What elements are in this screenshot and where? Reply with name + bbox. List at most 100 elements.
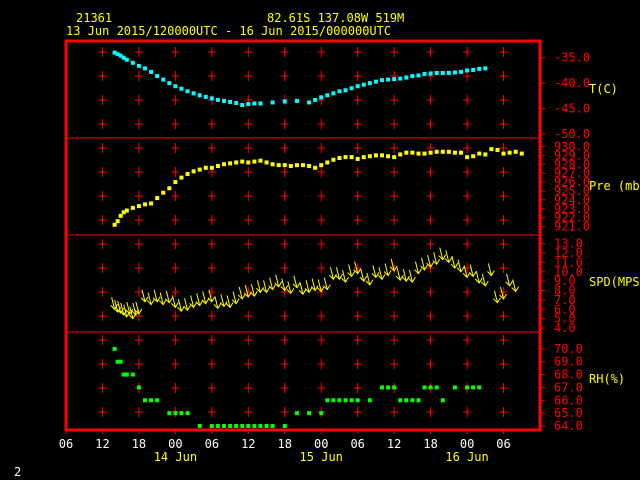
pressure-point bbox=[349, 155, 354, 160]
temperature-point bbox=[398, 76, 403, 81]
y-tick-label: 13.0 bbox=[554, 237, 583, 251]
y-tick-label: 6.0 bbox=[554, 302, 576, 316]
temperature-point bbox=[282, 99, 287, 104]
wind-mark bbox=[347, 264, 356, 278]
wind-mark bbox=[420, 257, 428, 271]
temperature-point bbox=[343, 88, 348, 93]
relative_humidity-point bbox=[471, 385, 476, 390]
pressure-point bbox=[422, 151, 427, 156]
pressure-point bbox=[301, 163, 305, 168]
y-tick-label: 928.0 bbox=[554, 157, 590, 171]
temperature-point bbox=[380, 78, 384, 83]
label-pressure: Pre (mb) bbox=[589, 179, 640, 193]
wind-mark bbox=[152, 289, 161, 303]
y-tick-label: 921.0 bbox=[554, 220, 590, 234]
y-tick-label: 9.0 bbox=[554, 274, 576, 288]
temperature-point bbox=[477, 66, 482, 71]
pressure-point bbox=[446, 149, 451, 154]
relative_humidity-point bbox=[477, 385, 482, 390]
wind-mark bbox=[164, 290, 173, 304]
wind-mark bbox=[408, 269, 416, 283]
pressure-point bbox=[440, 149, 445, 154]
pressure-point bbox=[288, 164, 293, 169]
x-tick-label: 18 bbox=[423, 437, 437, 451]
pressure-point bbox=[222, 162, 226, 167]
wind-mark bbox=[359, 269, 368, 282]
pressure-point bbox=[252, 159, 257, 164]
pressure-point bbox=[459, 150, 463, 155]
wind-mark bbox=[450, 255, 459, 269]
relative_humidity-point bbox=[173, 411, 178, 416]
x-tick-label: 12 bbox=[95, 437, 109, 451]
relative_humidity-point bbox=[440, 398, 445, 403]
wind-mark bbox=[511, 279, 520, 293]
y-tick-label: 924.0 bbox=[554, 193, 590, 207]
wind-mark bbox=[231, 291, 240, 305]
wind-mark bbox=[225, 295, 234, 309]
pressure-point bbox=[118, 213, 123, 218]
temperature-point bbox=[191, 91, 196, 96]
pressure-point bbox=[112, 222, 117, 227]
x-tick-label: 00 bbox=[314, 437, 328, 451]
x-tick-label: 00 bbox=[168, 437, 182, 451]
temperature-point bbox=[121, 55, 126, 60]
pressure-point bbox=[258, 158, 263, 163]
y-tick-label: 926.0 bbox=[554, 175, 590, 189]
temperature-point bbox=[367, 81, 372, 86]
wind-mark bbox=[128, 306, 137, 320]
y-tick-label: 10.0 bbox=[554, 265, 583, 279]
wind-mark bbox=[462, 265, 471, 279]
label-humidity: RH(%) bbox=[589, 372, 625, 386]
pressure-point bbox=[343, 155, 348, 160]
wind-mark bbox=[195, 293, 204, 307]
relative_humidity-point bbox=[112, 346, 117, 351]
pressure-point bbox=[167, 186, 172, 191]
temperature-point bbox=[222, 98, 226, 103]
temperature-point bbox=[373, 79, 378, 84]
wind-mark bbox=[298, 282, 307, 296]
pressure-point bbox=[519, 151, 524, 156]
temperature-point bbox=[185, 89, 190, 94]
y-tick-label: 7.0 bbox=[554, 293, 576, 307]
temperature-point bbox=[452, 70, 457, 75]
temperature-point bbox=[118, 53, 123, 58]
wind-mark bbox=[414, 261, 422, 275]
temperature-point bbox=[115, 52, 120, 57]
temperature-point bbox=[440, 70, 445, 75]
station-id: 21361 bbox=[76, 11, 112, 25]
x-tick-label: 00 bbox=[460, 437, 474, 451]
temperature-point bbox=[130, 60, 135, 65]
pressure-point bbox=[361, 155, 366, 160]
relative_humidity-point bbox=[270, 424, 275, 428]
relative_humidity-point bbox=[179, 411, 184, 416]
relative_humidity-point bbox=[452, 385, 457, 390]
y-tick-label: 69.0 bbox=[554, 355, 583, 369]
temperature-point bbox=[203, 94, 208, 99]
pressure-point bbox=[337, 156, 342, 161]
x-date-label: 15 Jun bbox=[300, 450, 343, 464]
pressure-point bbox=[276, 163, 281, 168]
wind-mark bbox=[322, 277, 331, 291]
wind-mark bbox=[213, 296, 222, 310]
pressure-point bbox=[143, 202, 147, 207]
relative_humidity-point bbox=[167, 411, 172, 416]
relative_humidity-point bbox=[246, 424, 251, 428]
relative_humidity-point bbox=[398, 398, 403, 403]
temperature-point bbox=[136, 63, 141, 68]
pressure-point bbox=[270, 162, 275, 167]
relative_humidity-point bbox=[240, 424, 245, 428]
wind-mark bbox=[274, 274, 283, 288]
marks-layer bbox=[110, 50, 524, 428]
x-date-label: 14 Jun bbox=[154, 450, 197, 464]
relative_humidity-point bbox=[422, 385, 427, 390]
y-tick-label: 929.0 bbox=[554, 148, 590, 162]
temperature-point bbox=[252, 101, 257, 106]
pressure-point bbox=[495, 148, 500, 153]
relative_humidity-point bbox=[121, 372, 126, 377]
wind-mark bbox=[140, 289, 149, 303]
x-date-label: 16 Jun bbox=[445, 450, 488, 464]
pressure-point bbox=[197, 167, 202, 172]
temperature-point bbox=[392, 77, 397, 82]
x-tick-label: 06 bbox=[205, 437, 219, 451]
wind-mark bbox=[444, 250, 453, 264]
